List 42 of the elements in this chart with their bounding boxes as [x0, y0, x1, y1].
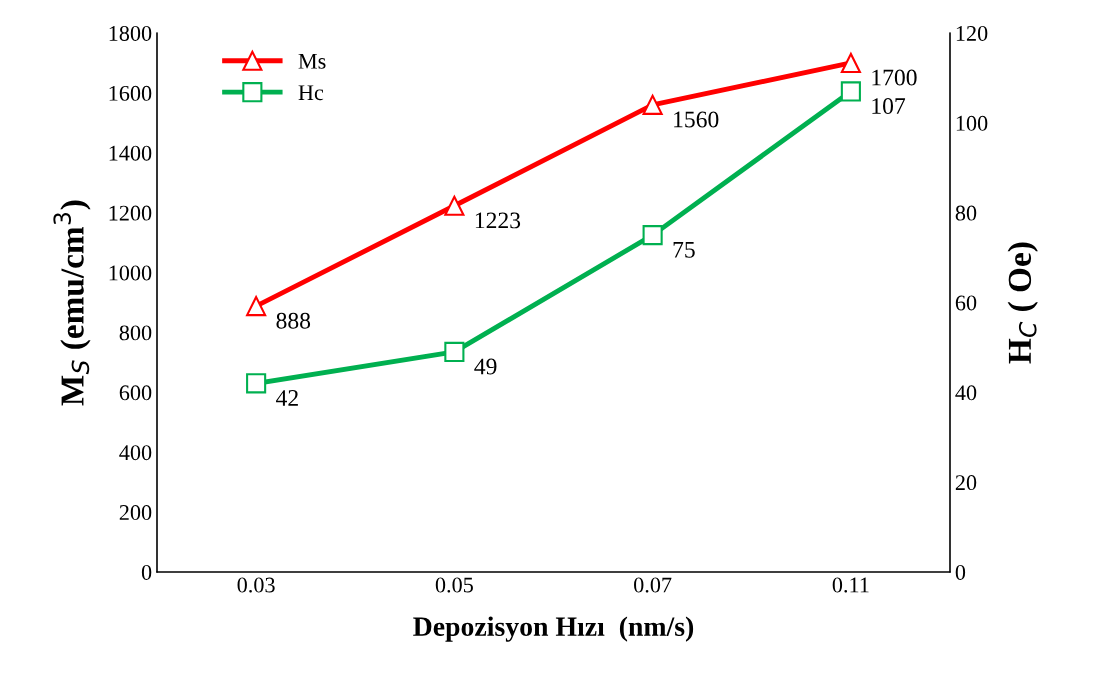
x-axis-title: Depozisyon Hızı (nm/s)	[413, 616, 694, 642]
data-label: 75	[673, 242, 695, 258]
point	[444, 341, 465, 362]
y-tick-label: 1200	[109, 205, 152, 221]
y-tick-label: 1600	[109, 85, 152, 101]
y-tick-label: 800	[119, 325, 152, 341]
legend-label: Ms	[298, 54, 326, 69]
x-tick-label: 0.05	[435, 577, 473, 593]
y-tick-label: 200	[119, 505, 152, 521]
y2-tick-label: 40	[955, 385, 977, 401]
data-label: 888	[276, 312, 311, 329]
y-tick-label: 1800	[109, 25, 152, 41]
y2-tick-label: 20	[955, 475, 977, 491]
y2-tick-label: 0	[955, 564, 966, 580]
data-label: 42	[276, 390, 298, 406]
data-label: 107	[872, 98, 906, 114]
point	[642, 94, 663, 115]
y-axis-title: M$_{S}$ (emu/cm$^{3}$)	[53, 200, 91, 406]
x-tick-label: 0.11	[832, 577, 869, 593]
data-label: 49	[474, 358, 497, 375]
point	[246, 373, 267, 394]
y2-tick-label: 80	[955, 205, 977, 221]
data-label: 1560	[674, 111, 719, 128]
data-label: 1223	[475, 212, 521, 229]
point	[642, 225, 663, 246]
y2-tick-label: 100	[956, 115, 988, 131]
y2-tick-label: 120	[956, 25, 988, 41]
x-tick-label: 0.03	[237, 577, 275, 593]
y-tick-label: 400	[119, 445, 152, 461]
y2-axis-title: H$_{C}$ ( Oe)	[1007, 242, 1038, 364]
y-tick-label: 1000	[109, 265, 152, 281]
y-tick-label: 600	[119, 385, 152, 401]
point	[840, 81, 861, 102]
y-tick-label: 0	[141, 564, 152, 580]
y2-tick-label: 60	[955, 295, 977, 311]
legend-label: Hc	[298, 85, 324, 101]
point	[444, 195, 465, 216]
data-label: 1700	[872, 69, 917, 86]
point	[246, 296, 267, 317]
point	[840, 52, 861, 74]
x-tick-label: 0.07	[634, 577, 672, 593]
y-tick-label: 1400	[109, 145, 152, 161]
